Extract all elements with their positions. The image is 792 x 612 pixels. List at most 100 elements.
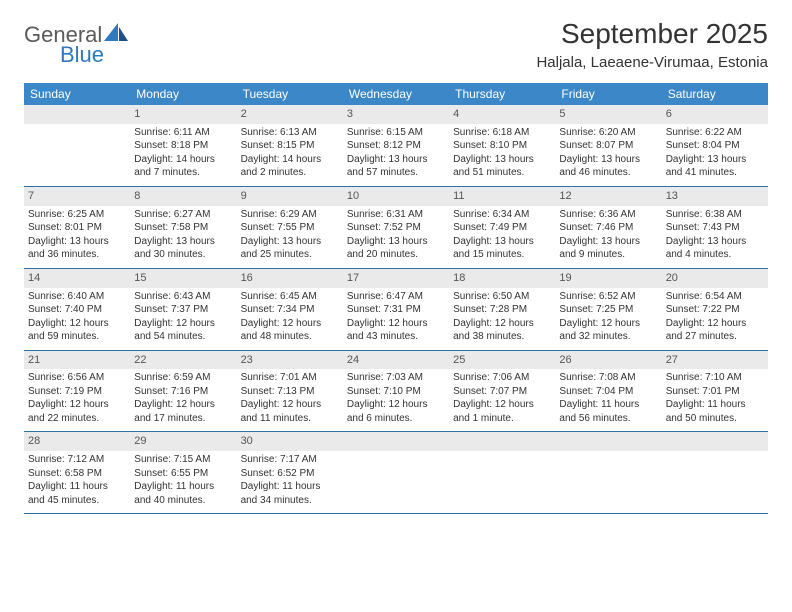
- day-info-line: Daylight: 13 hours and 15 minutes.: [453, 235, 551, 262]
- day-info-line: Daylight: 11 hours and 50 minutes.: [666, 398, 764, 425]
- day-info-line: Sunrise: 6:27 AM: [134, 208, 232, 222]
- day-info-line: Sunset: 8:12 PM: [347, 139, 445, 153]
- week-row: 1Sunrise: 6:11 AMSunset: 8:18 PMDaylight…: [24, 105, 768, 187]
- day-info-line: Daylight: 12 hours and 32 minutes.: [559, 317, 657, 344]
- day-info-line: Sunrise: 7:12 AM: [28, 453, 126, 467]
- day-cell: [343, 432, 449, 513]
- day-cell: 5Sunrise: 6:20 AMSunset: 8:07 PMDaylight…: [555, 105, 661, 186]
- day-cell: 19Sunrise: 6:52 AMSunset: 7:25 PMDayligh…: [555, 269, 661, 350]
- day-cell: 8Sunrise: 6:27 AMSunset: 7:58 PMDaylight…: [130, 187, 236, 268]
- title-block: September 2025 Haljala, Laeaene-Virumaa,…: [536, 18, 768, 71]
- day-info-line: Sunrise: 6:52 AM: [559, 290, 657, 304]
- day-cell: 26Sunrise: 7:08 AMSunset: 7:04 PMDayligh…: [555, 351, 661, 432]
- day-info-line: Sunrise: 6:15 AM: [347, 126, 445, 140]
- day-info-line: Sunset: 8:07 PM: [559, 139, 657, 153]
- day-info-line: Sunset: 7:01 PM: [666, 385, 764, 399]
- day-cell: 12Sunrise: 6:36 AMSunset: 7:46 PMDayligh…: [555, 187, 661, 268]
- day-info-line: Sunrise: 7:01 AM: [241, 371, 339, 385]
- day-info-line: Daylight: 12 hours and 43 minutes.: [347, 317, 445, 344]
- day-number: 15: [130, 269, 236, 288]
- day-cell: 14Sunrise: 6:40 AMSunset: 7:40 PMDayligh…: [24, 269, 130, 350]
- day-info-line: Sunset: 8:15 PM: [241, 139, 339, 153]
- day-info-line: Sunrise: 7:10 AM: [666, 371, 764, 385]
- day-info-line: Daylight: 13 hours and 25 minutes.: [241, 235, 339, 262]
- day-info-line: Sunrise: 7:17 AM: [241, 453, 339, 467]
- day-cell: [555, 432, 661, 513]
- day-info-line: Daylight: 13 hours and 9 minutes.: [559, 235, 657, 262]
- day-info-line: Sunrise: 6:22 AM: [666, 126, 764, 140]
- day-info-line: Sunrise: 7:06 AM: [453, 371, 551, 385]
- dayheader-saturday: Saturday: [662, 83, 768, 105]
- day-number: 26: [555, 351, 661, 370]
- day-info-line: Sunset: 7:46 PM: [559, 221, 657, 235]
- dayheader-sunday: Sunday: [24, 83, 130, 105]
- day-cell: 15Sunrise: 6:43 AMSunset: 7:37 PMDayligh…: [130, 269, 236, 350]
- day-info-line: Daylight: 11 hours and 40 minutes.: [134, 480, 232, 507]
- logo: General Blue: [24, 18, 130, 68]
- day-info-line: Sunset: 7:25 PM: [559, 303, 657, 317]
- day-number: 1: [130, 105, 236, 124]
- day-cell: 7Sunrise: 6:25 AMSunset: 8:01 PMDaylight…: [24, 187, 130, 268]
- day-info-line: Sunrise: 6:59 AM: [134, 371, 232, 385]
- day-info-line: Sunset: 7:40 PM: [28, 303, 126, 317]
- day-number: 22: [130, 351, 236, 370]
- day-info-line: Daylight: 11 hours and 34 minutes.: [241, 480, 339, 507]
- day-number: 2: [237, 105, 343, 124]
- day-info-line: Sunset: 7:34 PM: [241, 303, 339, 317]
- day-number: 29: [130, 432, 236, 451]
- day-info-line: Sunset: 7:10 PM: [347, 385, 445, 399]
- day-number: 4: [449, 105, 555, 124]
- day-number: 16: [237, 269, 343, 288]
- day-number: [555, 432, 661, 451]
- day-number: 24: [343, 351, 449, 370]
- day-info-line: Sunset: 6:55 PM: [134, 467, 232, 481]
- day-info-line: Sunset: 7:16 PM: [134, 385, 232, 399]
- day-cell: 30Sunrise: 7:17 AMSunset: 6:52 PMDayligh…: [237, 432, 343, 513]
- logo-sail-icon: [104, 23, 130, 48]
- day-info-line: Daylight: 13 hours and 41 minutes.: [666, 153, 764, 180]
- day-cell: [662, 432, 768, 513]
- day-info-line: Daylight: 12 hours and 54 minutes.: [134, 317, 232, 344]
- day-info-line: Sunset: 8:01 PM: [28, 221, 126, 235]
- day-info-line: Daylight: 13 hours and 36 minutes.: [28, 235, 126, 262]
- day-info-line: Daylight: 12 hours and 27 minutes.: [666, 317, 764, 344]
- day-info-line: Sunrise: 6:11 AM: [134, 126, 232, 140]
- day-number: 25: [449, 351, 555, 370]
- day-cell: 1Sunrise: 6:11 AMSunset: 8:18 PMDaylight…: [130, 105, 236, 186]
- day-number: 21: [24, 351, 130, 370]
- day-info-line: Daylight: 13 hours and 20 minutes.: [347, 235, 445, 262]
- day-info-line: Sunset: 7:13 PM: [241, 385, 339, 399]
- calendar: SundayMondayTuesdayWednesdayThursdayFrid…: [24, 83, 768, 514]
- day-info-line: Sunrise: 6:43 AM: [134, 290, 232, 304]
- day-info-line: Sunrise: 6:36 AM: [559, 208, 657, 222]
- day-info-line: Sunset: 7:04 PM: [559, 385, 657, 399]
- day-cell: 25Sunrise: 7:06 AMSunset: 7:07 PMDayligh…: [449, 351, 555, 432]
- day-info-line: Sunrise: 6:18 AM: [453, 126, 551, 140]
- header: General Blue September 2025 Haljala, Lae…: [24, 18, 768, 71]
- day-info-line: Sunrise: 7:08 AM: [559, 371, 657, 385]
- day-info-line: Sunrise: 6:20 AM: [559, 126, 657, 140]
- day-cell: 2Sunrise: 6:13 AMSunset: 8:15 PMDaylight…: [237, 105, 343, 186]
- day-info-line: Daylight: 12 hours and 38 minutes.: [453, 317, 551, 344]
- day-number: 28: [24, 432, 130, 451]
- day-number: 27: [662, 351, 768, 370]
- day-cell: 27Sunrise: 7:10 AMSunset: 7:01 PMDayligh…: [662, 351, 768, 432]
- day-info-line: Daylight: 11 hours and 56 minutes.: [559, 398, 657, 425]
- day-info-line: Sunrise: 6:25 AM: [28, 208, 126, 222]
- day-info-line: Sunrise: 6:29 AM: [241, 208, 339, 222]
- day-cell: 22Sunrise: 6:59 AMSunset: 7:16 PMDayligh…: [130, 351, 236, 432]
- day-info-line: Daylight: 12 hours and 1 minute.: [453, 398, 551, 425]
- day-info-line: Sunset: 6:52 PM: [241, 467, 339, 481]
- day-info-line: Daylight: 13 hours and 30 minutes.: [134, 235, 232, 262]
- location: Haljala, Laeaene-Virumaa, Estonia: [536, 54, 768, 71]
- day-number: 18: [449, 269, 555, 288]
- day-info-line: Sunrise: 7:03 AM: [347, 371, 445, 385]
- day-cell: 28Sunrise: 7:12 AMSunset: 6:58 PMDayligh…: [24, 432, 130, 513]
- day-info-line: Sunset: 7:49 PM: [453, 221, 551, 235]
- day-info-line: Daylight: 13 hours and 51 minutes.: [453, 153, 551, 180]
- day-info-line: Sunrise: 6:38 AM: [666, 208, 764, 222]
- dayheader-tuesday: Tuesday: [237, 83, 343, 105]
- day-cell: 16Sunrise: 6:45 AMSunset: 7:34 PMDayligh…: [237, 269, 343, 350]
- day-info-line: Sunrise: 6:13 AM: [241, 126, 339, 140]
- day-cell: 13Sunrise: 6:38 AMSunset: 7:43 PMDayligh…: [662, 187, 768, 268]
